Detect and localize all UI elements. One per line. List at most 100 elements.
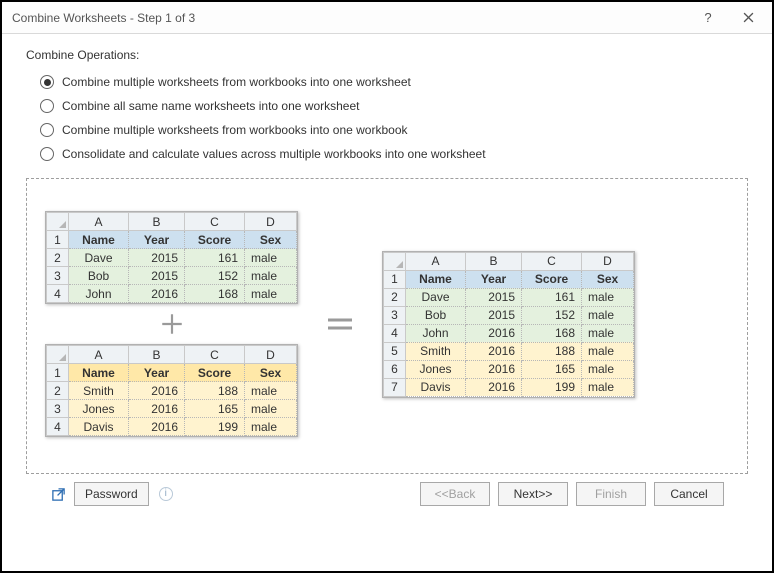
group-label: Combine Operations: xyxy=(26,48,748,62)
radio-indicator xyxy=(40,99,54,113)
col-head-B: B xyxy=(466,252,522,270)
external-link-icon[interactable] xyxy=(50,486,66,502)
close-button[interactable] xyxy=(728,4,768,32)
col-head-B: B xyxy=(129,213,185,231)
option-label: Combine all same name worksheets into on… xyxy=(62,99,359,113)
cell: 168 xyxy=(522,324,582,342)
col-head-C: C xyxy=(185,213,245,231)
cell: 165 xyxy=(185,400,245,418)
cell: Smith xyxy=(406,342,466,360)
cell: 2015 xyxy=(129,249,185,267)
window-title: Combine Worksheets - Step 1 of 3 xyxy=(12,11,195,25)
cell: 161 xyxy=(522,288,582,306)
back-button[interactable]: <<Back xyxy=(420,482,490,506)
help-button[interactable]: ? xyxy=(688,4,728,32)
finish-button[interactable]: Finish xyxy=(576,482,646,506)
option-label: Consolidate and calculate values across … xyxy=(62,147,486,161)
row-head: 4 xyxy=(47,418,69,436)
preview-sheet-bottom: ABCD1NameYearScoreSex2Smith2016188male3J… xyxy=(45,344,298,437)
col-head-A: A xyxy=(69,213,129,231)
column-header: Name xyxy=(69,364,129,382)
cell: 188 xyxy=(522,342,582,360)
col-head-D: D xyxy=(582,252,634,270)
info-icon[interactable]: i xyxy=(159,487,173,501)
operation-option-3[interactable]: Consolidate and calculate values across … xyxy=(40,142,748,166)
col-head-A: A xyxy=(406,252,466,270)
cell: Davis xyxy=(406,378,466,396)
select-all-corner xyxy=(47,346,69,364)
cell: 199 xyxy=(522,378,582,396)
column-header: Sex xyxy=(582,270,634,288)
column-header: Score xyxy=(185,364,245,382)
option-label: Combine multiple worksheets from workboo… xyxy=(62,123,408,137)
cell: 168 xyxy=(185,285,245,303)
preview-panel: ABCD1NameYearScoreSex2Dave2015161male3Bo… xyxy=(26,178,748,474)
row-head: 3 xyxy=(47,267,69,285)
column-header: Name xyxy=(406,270,466,288)
cell: John xyxy=(406,324,466,342)
operation-option-0[interactable]: Combine multiple worksheets from workboo… xyxy=(40,70,748,94)
col-head-D: D xyxy=(245,213,297,231)
column-header: Score xyxy=(185,231,245,249)
radio-indicator xyxy=(40,75,54,89)
operation-option-1[interactable]: Combine all same name worksheets into on… xyxy=(40,94,748,118)
cell: male xyxy=(245,249,297,267)
row-head: 6 xyxy=(384,360,406,378)
column-header: Year xyxy=(129,364,185,382)
cancel-button[interactable]: Cancel xyxy=(654,482,724,506)
cell: 152 xyxy=(185,267,245,285)
cell: 2016 xyxy=(129,382,185,400)
dialog-content: Combine Operations: Combine multiple wor… xyxy=(2,34,772,516)
bottom-bar: Password i <<Back Next>> Finish Cancel xyxy=(26,474,748,506)
cell: 2016 xyxy=(129,285,185,303)
column-header: Sex xyxy=(245,231,297,249)
cell: male xyxy=(245,418,297,436)
column-header: Year xyxy=(129,231,185,249)
option-label: Combine multiple worksheets from workboo… xyxy=(62,75,411,89)
equals-icon xyxy=(320,314,360,334)
col-head-A: A xyxy=(69,346,129,364)
cell: Davis xyxy=(69,418,129,436)
cell: 2016 xyxy=(466,342,522,360)
cell: male xyxy=(582,324,634,342)
col-head-D: D xyxy=(245,346,297,364)
column-header: Year xyxy=(466,270,522,288)
cell: Dave xyxy=(406,288,466,306)
row-head: 1 xyxy=(384,270,406,288)
row-head: 2 xyxy=(384,288,406,306)
cell: Jones xyxy=(406,360,466,378)
next-button[interactable]: Next>> xyxy=(498,482,568,506)
cell: Bob xyxy=(69,267,129,285)
cell: 2015 xyxy=(129,267,185,285)
cell: Dave xyxy=(69,249,129,267)
cell: 2016 xyxy=(466,360,522,378)
preview-sheet-result: ABCD1NameYearScoreSex2Dave2015161male3Bo… xyxy=(382,251,635,398)
column-header: Sex xyxy=(245,364,297,382)
cell: 199 xyxy=(185,418,245,436)
titlebar: Combine Worksheets - Step 1 of 3 ? xyxy=(2,2,772,34)
row-head: 3 xyxy=(47,400,69,418)
select-all-corner xyxy=(384,252,406,270)
preview-sheet-top: ABCD1NameYearScoreSex2Dave2015161male3Bo… xyxy=(45,211,298,304)
col-head-C: C xyxy=(522,252,582,270)
column-header: Score xyxy=(522,270,582,288)
operation-option-2[interactable]: Combine multiple worksheets from workboo… xyxy=(40,118,748,142)
cell: 161 xyxy=(185,249,245,267)
cell: male xyxy=(245,382,297,400)
cell: male xyxy=(582,288,634,306)
cell: 2015 xyxy=(466,306,522,324)
cell: Smith xyxy=(69,382,129,400)
cell: male xyxy=(245,400,297,418)
cell: male xyxy=(245,267,297,285)
row-head: 2 xyxy=(47,382,69,400)
plus-icon xyxy=(152,310,192,338)
row-head: 1 xyxy=(47,364,69,382)
cell: 152 xyxy=(522,306,582,324)
row-head: 3 xyxy=(384,306,406,324)
preview-left-stack: ABCD1NameYearScoreSex2Dave2015161male3Bo… xyxy=(45,211,298,437)
password-button[interactable]: Password xyxy=(74,482,149,506)
cell: male xyxy=(582,342,634,360)
cell: Bob xyxy=(406,306,466,324)
cell: 2016 xyxy=(129,400,185,418)
cell: 2015 xyxy=(466,288,522,306)
